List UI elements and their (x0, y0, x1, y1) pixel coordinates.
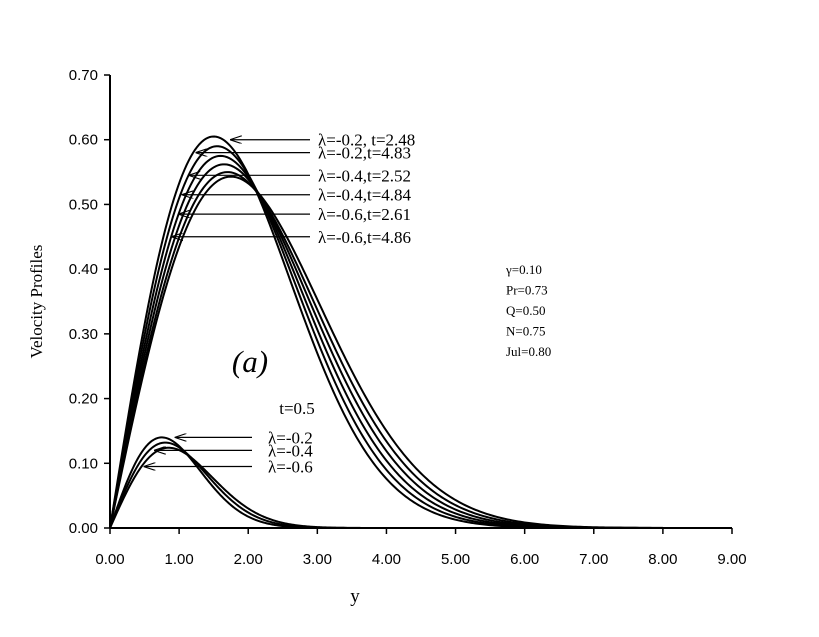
y-tick-label: 0.00 (69, 520, 98, 537)
series-label-0-2: λ=-0.2 (268, 428, 313, 447)
series-label-0-6-t-2-61: λ=-0.6,t=2.61 (318, 205, 411, 224)
series-label-0-6-t-4-86: λ=-0.6,t=4.86 (318, 228, 411, 247)
series-label-0-6: λ=-0.6 (268, 458, 313, 477)
y-axis-title: Velocity Profiles (27, 245, 46, 359)
y-tick-label: 0.40 (69, 261, 98, 278)
parameter-label: N=0.75 (506, 324, 545, 339)
labels-group: y Velocity Profiles (a) γ=0.10 Pr=0.73 Q=0.50… (27, 131, 551, 607)
parameter-label: Pr=0.73 (506, 283, 548, 298)
series-curve-7 (109, 436, 387, 529)
series-curve-6 (109, 175, 663, 529)
group-label: t=0.5 (279, 399, 315, 418)
y-tick-label: 0.10 (69, 455, 98, 472)
panel-label: (a) (232, 344, 268, 379)
y-tick-label: 0.70 (69, 67, 98, 84)
x-tick-label: 8.00 (648, 551, 677, 568)
arrows-group (145, 140, 310, 467)
parameter-label: Jul=0.80 (506, 344, 551, 359)
x-tick-label: 4.00 (372, 551, 401, 568)
y-tick-label: 0.30 (69, 326, 98, 343)
series-label-0-4: λ=-0.4 (268, 441, 313, 460)
y-tick-label: 0.20 (69, 391, 98, 408)
x-tick-label: 6.00 (510, 551, 539, 568)
axes-group: 0.00 1.00 2.00 3.00 4.00 5.00 6.00 7.00 8.00 9.00… (69, 67, 747, 568)
x-tick-label: 3.00 (303, 551, 332, 568)
x-tick-label: 1.00 (165, 551, 194, 568)
parameter-label: γ=0.10 (505, 262, 542, 277)
series-label-0-4-t-2-52: λ=-0.4,t=2.52 (318, 166, 411, 185)
x-tick-label: 7.00 (579, 551, 608, 568)
y-tick-label: 0.60 (69, 132, 98, 149)
x-tick-label: 0.00 (95, 551, 124, 568)
series-curve-5 (109, 171, 663, 529)
x-tick-label: 5.00 (441, 551, 470, 568)
parameter-label: Q=0.50 (506, 303, 545, 318)
series-label-0-2-t-2-48: λ=-0.2, t=2.48 (318, 131, 415, 150)
x-tick-label: 2.00 (234, 551, 263, 568)
y-tick-label: 0.50 (69, 196, 98, 213)
series-label-0-4-t-4-84: λ=-0.4,t=4.84 (318, 186, 412, 205)
series-label-0-2-t-4-83: λ=-0.2,t=4.83 (318, 144, 411, 163)
x-tick-label: 9.00 (717, 551, 746, 568)
x-axis-title: y (350, 586, 360, 607)
